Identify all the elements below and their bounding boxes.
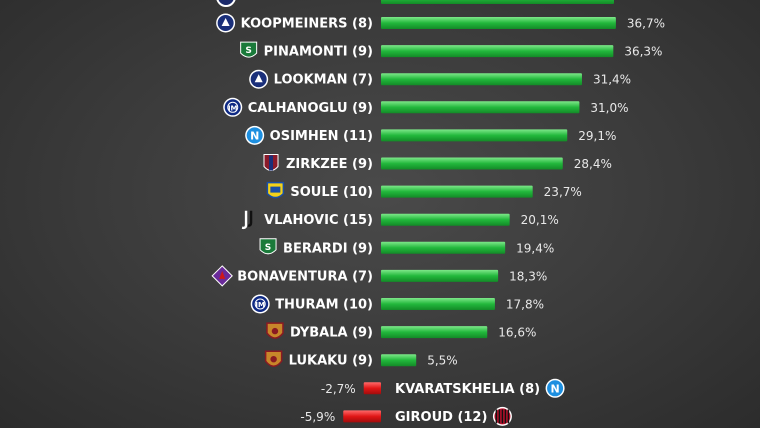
atalanta-crest-icon (249, 69, 269, 89)
player-label: GIROUD (12) (395, 410, 487, 425)
value-label: 17,8% (506, 298, 544, 312)
value-label: 5,5% (427, 354, 458, 368)
bar (381, 45, 614, 58)
bar (381, 157, 563, 170)
cropped-top-crest (216, 0, 236, 7)
bar (381, 213, 510, 226)
chart-row: LUKAKU (9) 5,5% (264, 350, 458, 369)
bar (381, 241, 506, 254)
inter-crest-icon: IM (250, 294, 270, 314)
value-label: 23,7% (544, 185, 582, 199)
bologna-crest-icon (263, 154, 279, 171)
value-label: 36,3% (624, 45, 662, 59)
chart-row: KVARATSKHELIA (8) -2,7% N (321, 378, 565, 398)
sassuolo-crest-icon: S (259, 238, 277, 255)
player-label: KVARATSKHELIA (8) (395, 382, 540, 397)
sassuolo-crest-icon: S (240, 41, 258, 58)
bar (381, 269, 499, 282)
value-label: 31,0% (590, 101, 628, 115)
bars-layer: KOOPMEINERS (8) 36,7% PINAMONTI (9) 36,3% S L… (211, 13, 665, 426)
fiorentina-crest-icon (211, 265, 233, 287)
chart-row: SOULE (10) 23,7% (266, 181, 582, 200)
chart-row: BONAVENTURA (7) 18,3% (211, 265, 547, 287)
bar (381, 354, 417, 367)
value-label: 28,4% (574, 157, 612, 171)
bar (381, 129, 568, 142)
player-label: SOULE (10) (290, 185, 373, 200)
bar (381, 298, 495, 310)
bar (363, 382, 381, 395)
chart-row: CALHANOGLU (9) 31,0% IM (223, 97, 629, 117)
chart-row: KOOPMEINERS (8) 36,7% (216, 13, 665, 33)
player-label: VLAHOVIC (15) (264, 213, 373, 228)
bar (381, 73, 582, 86)
svg-text:N: N (550, 382, 559, 395)
player-label: KOOPMEINERS (8) (241, 17, 373, 32)
milan-crest-icon (492, 406, 512, 426)
cropped-top-bar (381, 0, 614, 4)
roma-crest-icon (264, 350, 283, 367)
frosinone-crest-icon (266, 181, 285, 199)
player-label: THURAM (10) (275, 298, 373, 313)
player-label: ZIRKZEE (9) (286, 157, 373, 172)
chart-row: PINAMONTI (9) 36,3% S (240, 41, 662, 60)
cropped-top-row (216, 0, 614, 7)
player-label: PINAMONTI (9) (264, 45, 373, 60)
value-label: -2,7% (321, 382, 356, 396)
bar (381, 17, 616, 29)
chart-row: GIROUD (12) -5,9% (300, 406, 512, 426)
chart-row: ZIRKZEE (9) 28,4% (263, 154, 612, 172)
value-label: 18,3% (509, 269, 547, 283)
chart-row: BERARDI (9) 19,4% S (259, 238, 554, 256)
value-label: 19,4% (516, 241, 554, 255)
svg-text:IM: IM (255, 301, 265, 309)
player-label: BONAVENTURA (7) (237, 269, 373, 284)
inter-crest-icon: IM (223, 97, 243, 117)
value-label: 36,7% (627, 17, 665, 31)
roma-crest-icon (266, 322, 284, 339)
value-label: 31,4% (593, 73, 631, 87)
value-label: 20,1% (521, 213, 559, 227)
napoli-crest-icon: N (545, 378, 565, 398)
chart-row: LOOKMAN (7) 31,4% (249, 69, 631, 89)
chart-row: OSIMHEN (11) 29,1% N (245, 125, 616, 145)
atalanta-crest-icon (216, 13, 236, 33)
chart-row: VLAHOVIC (15) 20,1% (241, 210, 559, 230)
bar (381, 185, 533, 198)
player-label: BERARDI (9) (283, 241, 373, 256)
value-label: 16,6% (498, 326, 536, 340)
chart-row: THURAM (10) 17,8% IM (250, 294, 544, 314)
player-label: DYBALA (9) (290, 326, 373, 341)
bar (343, 410, 381, 423)
player-label: CALHANOGLU (9) (248, 101, 373, 116)
value-label: -5,9% (300, 410, 335, 424)
svg-text:N: N (250, 129, 259, 142)
player-label: LUKAKU (9) (289, 354, 373, 369)
value-label: 29,1% (578, 129, 616, 143)
svg-text:S: S (245, 46, 251, 56)
bar (381, 326, 488, 339)
svg-text:S: S (265, 243, 271, 253)
bar (381, 101, 580, 114)
chart-row: DYBALA (9) 16,6% (266, 322, 536, 341)
player-label: OSIMHEN (11) (270, 129, 373, 144)
napoli-crest-icon: N (245, 125, 265, 145)
svg-text:IM: IM (228, 104, 238, 112)
player-label: LOOKMAN (7) (274, 73, 373, 88)
juventus-crest-icon (241, 210, 253, 230)
